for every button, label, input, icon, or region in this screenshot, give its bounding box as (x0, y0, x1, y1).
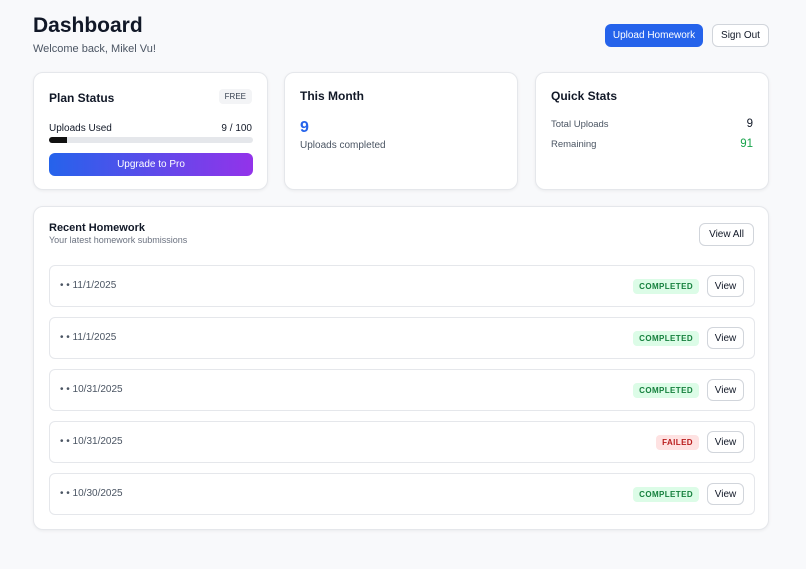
view-all-button[interactable]: View All (699, 223, 754, 246)
uploads-count: 9 / 100 (221, 123, 252, 134)
card-title: Quick Stats (551, 89, 618, 103)
month-value: 9 (300, 119, 309, 136)
status-badge: COMPLETED (633, 331, 699, 346)
month-label: Uploads completed (300, 140, 386, 151)
view-button[interactable]: View (707, 483, 744, 505)
status-badge: FAILED (656, 435, 699, 450)
homework-title: • • 11/1/2025 (60, 332, 117, 343)
welcome-text: Welcome back, Mikel Vu! (33, 43, 156, 55)
stat-label: Remaining (551, 139, 597, 150)
status-badge: COMPLETED (633, 487, 699, 502)
separator: / (229, 123, 233, 134)
homework-title: • • 10/31/2025 (60, 436, 123, 447)
card-title: Recent Homework (49, 222, 145, 234)
uploads-limit: 100 (235, 123, 252, 134)
status-badge: COMPLETED (633, 383, 699, 398)
upload-button[interactable]: Upload Homework (605, 24, 703, 47)
plan-badge: FREE (218, 89, 252, 104)
homework-row: • • 11/1/2025 COMPLETED View (49, 265, 755, 307)
plan-card: Plan Status FREE Uploads Used 9 / 100 Up… (33, 72, 268, 190)
homework-row: • • 11/1/2025 COMPLETED View (49, 317, 755, 359)
homework-title: • • 11/1/2025 (60, 280, 117, 291)
stats-card: Quick Stats Total Uploads 9 Remaining 91 (535, 72, 769, 190)
recent-card: Recent Homework Your latest homework sub… (33, 206, 769, 530)
view-button[interactable]: View (707, 379, 744, 401)
month-card: This Month 9 Uploads completed (284, 72, 518, 190)
sign-out-button[interactable]: Sign Out (712, 24, 769, 47)
homework-row: • • 10/30/2025 COMPLETED View (49, 473, 755, 515)
card-title: This Month (300, 89, 364, 103)
uploads-used: 9 (221, 123, 227, 134)
status-badge: COMPLETED (633, 279, 699, 294)
homework-row: • • 10/31/2025 COMPLETED View (49, 369, 755, 411)
view-button[interactable]: View (707, 275, 744, 297)
upgrade-button[interactable]: Upgrade to Pro (49, 153, 253, 176)
progress-bar (49, 137, 68, 143)
homework-title: • • 10/30/2025 (60, 488, 123, 499)
homework-title: • • 10/31/2025 (60, 384, 123, 395)
uploads-label: Uploads Used (49, 123, 112, 134)
stat-value: 9 (746, 118, 753, 130)
page-title: Dashboard (33, 14, 143, 37)
progress-track (49, 137, 253, 143)
card-title: Plan Status (49, 91, 115, 105)
view-button[interactable]: View (707, 327, 744, 349)
card-subtitle: Your latest homework submissions (49, 235, 188, 245)
homework-row: • • 10/31/2025 FAILED View (49, 421, 755, 463)
stat-value: 91 (740, 138, 753, 150)
view-button[interactable]: View (707, 431, 744, 453)
stat-label: Total Uploads (551, 119, 609, 130)
